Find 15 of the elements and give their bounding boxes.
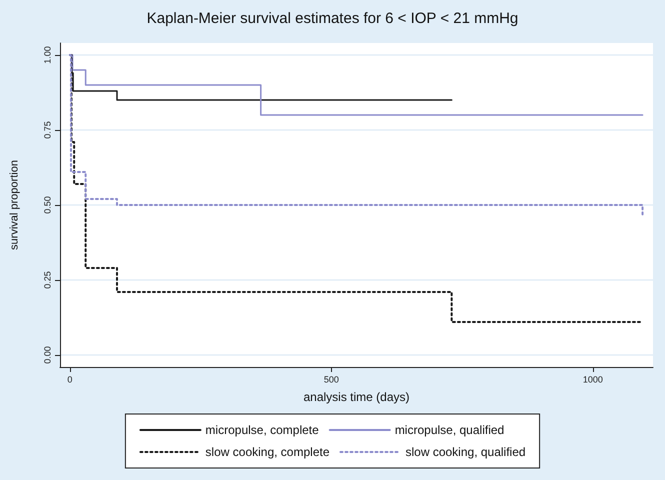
y-tick-label: 0.00 [42,346,52,364]
legend-label: micropulse, qualified [394,423,504,437]
y-tick-label: 0.25 [42,271,52,289]
y-tick-label: 0.75 [42,121,52,139]
legend-label: slow cooking, complete [205,445,330,459]
x-axis-title: analysis time (days) [303,390,410,404]
y-tick-label: 0.50 [42,196,52,214]
y-tick-label: 1.00 [42,46,52,64]
y-axis-title: survival proportion [8,160,20,250]
chart-title: Kaplan-Meier survival estimates for 6 < IOP < 21 mmHg [146,10,518,27]
legend-label: micropulse, complete [205,423,320,437]
legend-label: slow cooking, qualified [405,445,526,459]
x-tick-label: 0 [67,374,72,384]
x-tick-label: 1000 [582,374,603,384]
x-tick-label: 500 [324,374,339,384]
